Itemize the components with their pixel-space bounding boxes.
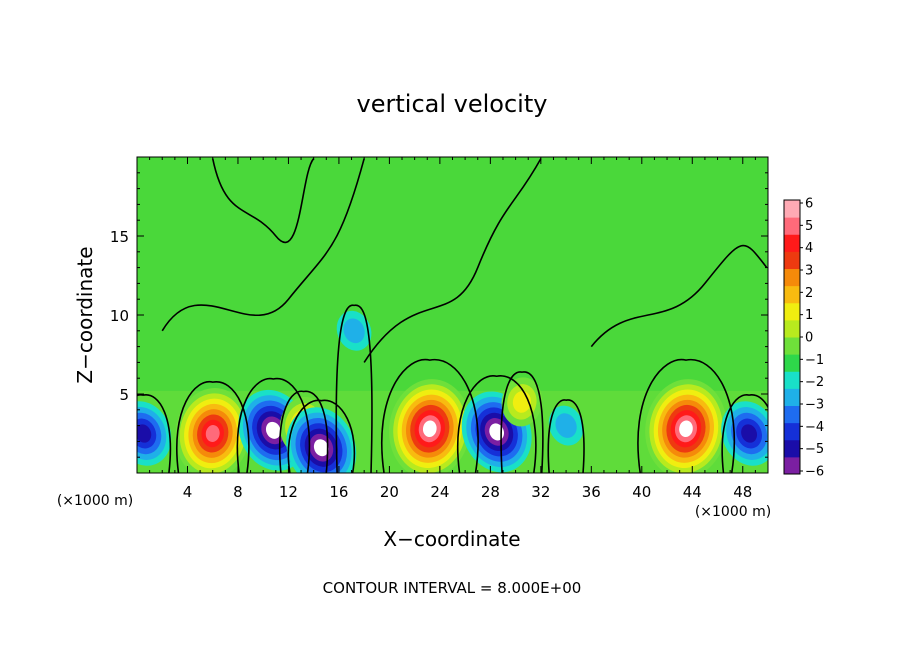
colorbar-swatch [784,251,800,270]
x-tick-label: 44 [683,483,702,501]
colorbar-swatch [784,319,800,338]
colorbar-tick-label: 4 [805,241,813,256]
downdraft-core-10 [137,424,152,443]
zero-contour-11 [335,304,373,473]
colorbar-tick-label: 0 [805,331,813,346]
upper-contour-c [590,244,768,348]
colorbar-swatch [784,439,800,458]
colorbar-tick-label: −5 [805,442,824,457]
colorbar-swatch [784,268,800,287]
z-axis: 5 10 15 [110,172,768,458]
zero-contour-7 [547,399,585,473]
updraft-core-0 [205,425,220,442]
colorbar-swatch [784,422,800,441]
zero-contour-2 [279,390,329,473]
colorbar: 6 5 4 3 2 1 0 −1 −2 −3 −4 −5 −6 [783,197,824,480]
colorbar-tick-label: −3 [805,398,824,413]
velocity-field [137,310,768,473]
x-tick-label: 36 [582,483,601,501]
updraft-core-8 [679,420,693,438]
colorbar-swatch [784,354,800,372]
x-tick-label: 48 [733,483,752,501]
upper-contour-a [161,158,365,332]
z-unit-label: (×1000 m) [57,493,133,509]
downdraft-core-7 [555,413,577,438]
colorbar-tick-label: −1 [805,353,824,368]
zero-contour-8 [637,358,736,473]
zero-contour-4 [380,358,479,473]
x-tick-label: 4 [183,483,193,501]
downdraft-core-9 [741,424,758,443]
colorbar-swatch [784,302,800,321]
z-tick-label: 15 [110,228,129,246]
zero-contour-1 [236,377,311,473]
colorbar-swatch [784,200,800,218]
updraft-core-4 [422,420,437,438]
x-unit-label: (×1000 m) [695,504,771,520]
x-axis: 4 8 12 16 20 24 28 32 36 40 44 48 [149,157,756,501]
colorbar-swatch [784,371,800,389]
upper-contour-d [211,158,315,244]
x-tick-label: 12 [279,483,298,501]
zero-contour-6 [500,371,544,473]
colorbar-swatch [784,405,800,424]
zero-contour-9 [721,394,768,473]
colorbar-swatch [784,234,800,252]
x-tick-label: 20 [380,483,399,501]
zero-contour-10 [137,394,172,473]
zero-contour-3 [287,399,356,473]
contour-interval-note: CONTOUR INTERVAL = 8.000E+00 [323,579,582,597]
colorbar-tick-label: −2 [805,375,824,390]
x-axis-label: X−coordinate [383,527,520,551]
colorbar-swatch [784,285,800,304]
colorbar-swatch [784,456,800,475]
x-tick-label: 28 [481,483,500,501]
colorbar-swatch [784,388,800,407]
downdraft-core-11 [343,318,365,344]
downdraft-core-1 [265,421,281,439]
colorbar-tick-label: 3 [805,264,813,279]
colorbar-tick-label: 2 [805,286,813,301]
colorbar-swatch [784,337,800,355]
colorbar-swatch [784,217,800,235]
x-tick-label: 32 [531,483,550,501]
x-tick-label: 24 [430,483,449,501]
colorbar-tick-label: −6 [805,465,824,480]
x-tick-label: 16 [329,483,348,501]
zero-contour-5 [456,375,537,473]
x-tick-label: 40 [632,483,651,501]
z-tick-label: 10 [110,307,129,325]
x-tick-label: 8 [233,483,243,501]
upper-contour-b [363,158,542,363]
colorbar-tick-label: 1 [805,308,813,323]
z-axis-label: Z−coordinate [73,246,97,383]
downdraft-core-3 [313,439,329,457]
colorbar-tick-label: 5 [805,219,813,234]
colorbar-tick-label: 6 [805,197,813,212]
colorbar-tick-label: −4 [805,420,824,435]
zero-contour-0 [176,380,250,473]
chart-title: vertical velocity [357,90,548,118]
z-tick-label: 5 [119,386,129,404]
contour-lines [137,158,768,473]
